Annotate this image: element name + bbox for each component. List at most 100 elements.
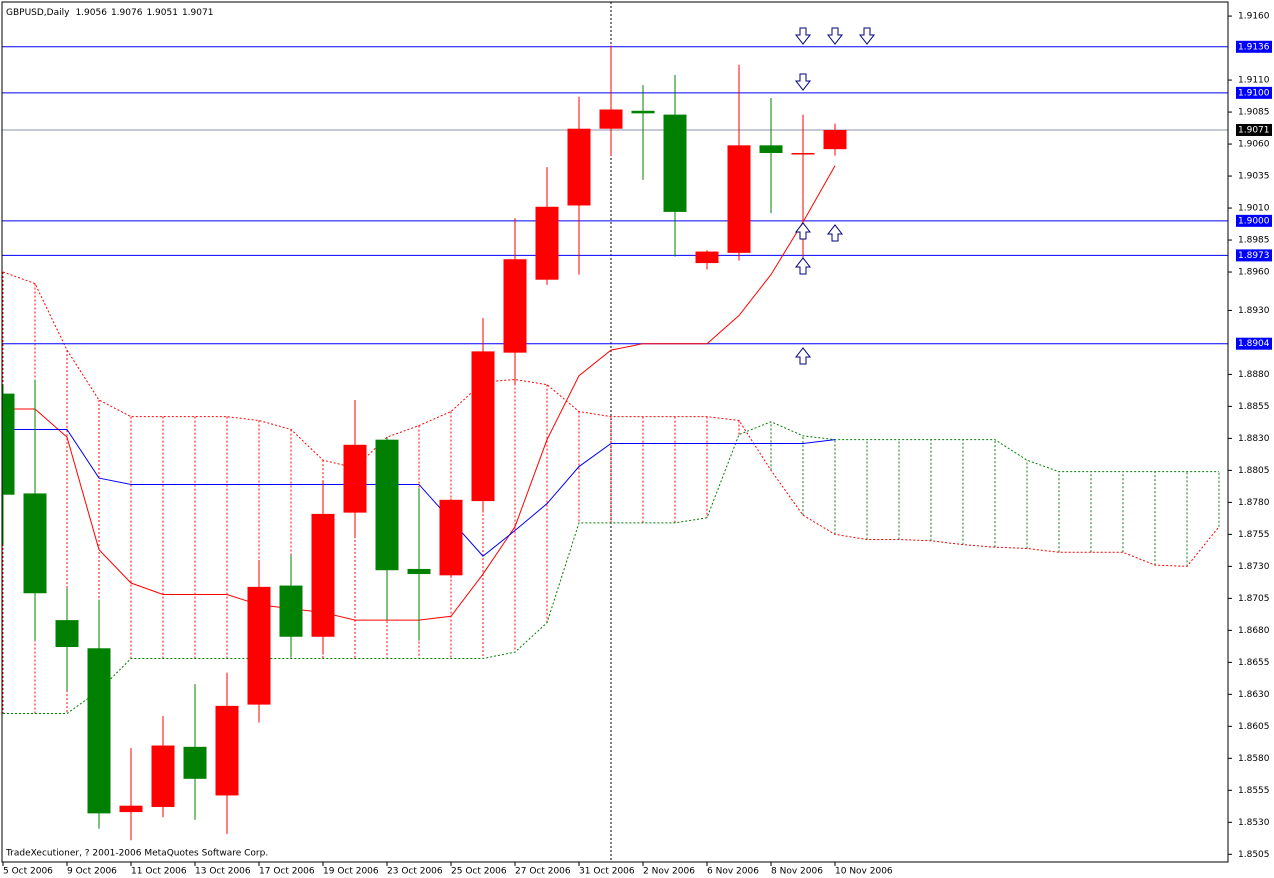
candle-body <box>759 145 783 154</box>
y-tick-label: 1.9085 <box>1238 108 1270 118</box>
sell-arrow <box>858 27 876 45</box>
y-tick-label: 1.8555 <box>1238 786 1270 796</box>
header-open: 1.9056 <box>75 8 107 18</box>
y-tick-label: 1.8580 <box>1238 754 1270 764</box>
candle-body <box>151 745 175 807</box>
plot-frame <box>1 1 1229 863</box>
level-label: 1.8904 <box>1238 339 1270 349</box>
candle-body <box>23 493 47 594</box>
candle-body <box>311 513 335 637</box>
buy-arrow <box>794 222 812 240</box>
candle-body <box>87 648 111 814</box>
plot-area <box>2 2 1228 862</box>
buy-arrow <box>826 224 844 242</box>
candle-body <box>247 586 271 705</box>
header-low: 1.9051 <box>146 8 178 18</box>
candle-body <box>567 128 591 206</box>
y-tick-label: 1.8985 <box>1238 236 1270 246</box>
candle-body <box>503 259 527 353</box>
candle-body <box>2 393 15 495</box>
candle-body <box>631 110 655 114</box>
candle-body <box>471 351 495 502</box>
candle-body <box>119 805 143 813</box>
level-label: 1.8973 <box>1238 251 1270 261</box>
level-label-box <box>1236 249 1272 262</box>
level-label: 1.9136 <box>1238 42 1270 52</box>
candle-body <box>823 129 847 150</box>
x-tick-label: 9 Oct 2006 <box>67 867 117 877</box>
candle-body <box>55 620 79 647</box>
y-tick-label: 1.9060 <box>1238 140 1270 150</box>
candle-body <box>375 439 399 571</box>
level-label-box <box>1236 214 1272 227</box>
footer: TradeXecutioner, ? 2001-2006 MetaQuotes … <box>5 849 268 859</box>
senkou-span-a <box>2 271 1220 567</box>
y-tick-label: 1.8880 <box>1238 370 1270 380</box>
y-tick-label: 1.8960 <box>1238 268 1270 278</box>
bid-label-box <box>1236 123 1272 136</box>
x-tick-label: 27 Oct 2006 <box>515 867 571 877</box>
x-tick-label: 25 Oct 2006 <box>451 867 507 877</box>
x-tick-label: 31 Oct 2006 <box>579 867 635 877</box>
y-tick-label: 1.8680 <box>1238 626 1270 636</box>
y-tick-label: 1.8855 <box>1238 402 1270 412</box>
y-tick-label: 1.8605 <box>1238 722 1270 732</box>
x-tick-label: 5 Oct 2006 <box>3 867 53 877</box>
x-tick-label: 11 Oct 2006 <box>131 867 187 877</box>
candle-body <box>215 705 239 796</box>
candle-body <box>183 746 207 779</box>
x-tick-label: 13 Oct 2006 <box>195 867 251 877</box>
candle-body <box>599 109 623 129</box>
y-tick-label: 1.9160 <box>1238 12 1270 22</box>
x-tick-label: 17 Oct 2006 <box>259 867 315 877</box>
sell-arrow <box>826 27 844 45</box>
y-tick-label: 1.8530 <box>1238 818 1270 828</box>
kijun-sen <box>3 428 836 557</box>
y-tick-label: 1.8630 <box>1238 690 1270 700</box>
x-tick-label: 23 Oct 2006 <box>387 867 443 877</box>
candle-body <box>791 153 815 155</box>
level-label: 1.9000 <box>1238 216 1270 226</box>
candle-body <box>407 568 431 575</box>
x-tick-label: 8 Nov 2006 <box>771 867 823 877</box>
candle-body <box>727 145 751 253</box>
y-tick-label: 1.8930 <box>1238 306 1270 316</box>
senkou-span-b <box>3 421 1219 715</box>
y-tick-label: 1.8730 <box>1238 562 1270 572</box>
x-tick-label: 6 Nov 2006 <box>707 867 759 877</box>
arrows <box>794 27 876 365</box>
level-label-box <box>1236 86 1272 99</box>
y-tick-label: 1.8755 <box>1238 530 1270 540</box>
y-tick-label: 1.8655 <box>1238 658 1270 668</box>
candle-body <box>663 114 687 212</box>
candle-body <box>439 499 463 576</box>
y-tick-label: 1.9110 <box>1238 76 1270 86</box>
chart-header: GBPUSD,Daily 1.9056 1.9076 1.9051 1.9071 <box>6 8 213 18</box>
symbol: GBPUSD,Daily <box>6 8 70 18</box>
header-close: 1.9071 <box>182 8 214 18</box>
x-tick-label: 19 Oct 2006 <box>323 867 379 877</box>
candle-body <box>279 585 303 637</box>
candle-body <box>695 251 719 264</box>
buy-arrow <box>794 257 812 275</box>
x-tick-label: 2 Nov 2006 <box>643 867 695 877</box>
x-tick-label: 10 Nov 2006 <box>835 867 893 877</box>
y-tick-label: 1.8780 <box>1238 498 1270 508</box>
y-tick-label: 1.9035 <box>1238 172 1270 182</box>
y-tick-label: 1.8505 <box>1238 850 1270 860</box>
header-high: 1.9076 <box>111 8 143 18</box>
buy-arrow <box>794 347 812 365</box>
candle-body <box>343 444 367 513</box>
sell-arrow <box>794 73 812 91</box>
level-label-box <box>1236 40 1272 53</box>
y-tick-label: 1.8705 <box>1238 594 1270 604</box>
level-label: 1.9100 <box>1238 88 1270 98</box>
level-label-box <box>1236 337 1272 350</box>
y-tick-label: 1.8830 <box>1238 434 1270 444</box>
candle-body <box>535 206 559 280</box>
bid-label: 1.9071 <box>1238 125 1270 135</box>
y-tick-label: 1.9010 <box>1238 204 1270 214</box>
